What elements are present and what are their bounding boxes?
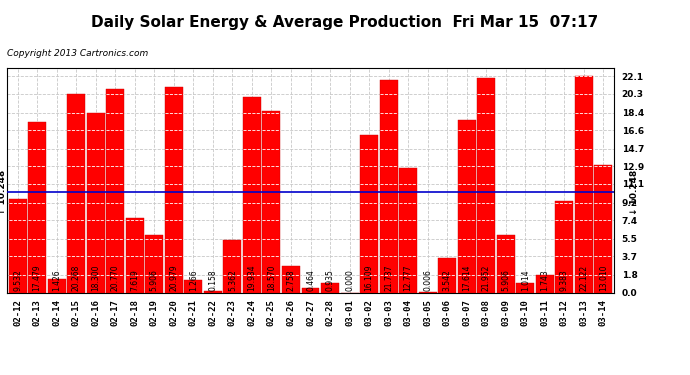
Bar — [457, 120, 475, 292]
Text: 21.737: 21.737 — [384, 265, 393, 291]
Bar — [438, 258, 456, 292]
Text: 5.362: 5.362 — [228, 270, 237, 291]
Text: Copyright 2013 Cartronics.com: Copyright 2013 Cartronics.com — [7, 49, 148, 58]
Bar — [146, 235, 164, 292]
Bar — [321, 284, 339, 292]
Text: 1.426: 1.426 — [52, 270, 61, 291]
Text: 5.906: 5.906 — [501, 270, 510, 291]
Bar — [48, 279, 66, 292]
Bar — [575, 76, 593, 292]
Bar — [106, 89, 124, 292]
Text: 22.122: 22.122 — [580, 265, 589, 291]
Bar — [126, 218, 144, 292]
Text: 20.979: 20.979 — [169, 265, 178, 291]
Text: Daily Solar Energy & Average Production  Fri Mar 15  07:17: Daily Solar Energy & Average Production … — [91, 15, 599, 30]
Bar — [204, 291, 222, 292]
Text: 21.952: 21.952 — [482, 265, 491, 291]
Bar — [262, 111, 280, 292]
Text: 0.935: 0.935 — [326, 270, 335, 291]
Bar — [536, 276, 554, 292]
Text: 2.758: 2.758 — [286, 270, 295, 291]
Text: 3.542: 3.542 — [443, 270, 452, 291]
Bar — [28, 122, 46, 292]
Text: 5.906: 5.906 — [150, 270, 159, 291]
Bar — [399, 168, 417, 292]
Bar — [477, 78, 495, 292]
Bar — [594, 165, 612, 292]
Text: 18.300: 18.300 — [91, 265, 100, 291]
Text: 9.383: 9.383 — [560, 270, 569, 291]
Text: 18.570: 18.570 — [267, 265, 276, 291]
Bar — [184, 280, 202, 292]
Bar — [87, 114, 105, 292]
Text: 0.000: 0.000 — [345, 270, 354, 291]
Text: 20.770: 20.770 — [111, 265, 120, 291]
Bar — [380, 80, 397, 292]
Text: 7.619: 7.619 — [130, 270, 139, 291]
Text: 0.006: 0.006 — [423, 270, 432, 291]
Bar — [9, 199, 27, 292]
Bar — [282, 266, 300, 292]
Text: 1.743: 1.743 — [540, 270, 549, 291]
Text: 17.479: 17.479 — [32, 265, 41, 291]
Bar — [243, 98, 261, 292]
Bar — [302, 288, 319, 292]
Bar — [497, 235, 515, 292]
Bar — [224, 240, 241, 292]
Bar — [555, 201, 573, 292]
Text: ↓ 10.248: ↓ 10.248 — [630, 170, 639, 215]
Bar — [360, 135, 378, 292]
Bar — [165, 87, 183, 292]
Text: 9.532: 9.532 — [13, 270, 22, 291]
Text: 1.014: 1.014 — [521, 270, 530, 291]
Bar — [67, 94, 85, 292]
Text: 19.934: 19.934 — [248, 265, 257, 291]
Bar — [516, 283, 534, 292]
Text: 17.614: 17.614 — [462, 265, 471, 291]
Text: 20.268: 20.268 — [72, 265, 81, 291]
Text: ↑ 10.248: ↑ 10.248 — [0, 170, 7, 215]
Text: 16.109: 16.109 — [364, 265, 373, 291]
Text: 13.010: 13.010 — [599, 265, 608, 291]
Text: 0.158: 0.158 — [208, 270, 217, 291]
Text: 0.464: 0.464 — [306, 270, 315, 291]
Text: 12.777: 12.777 — [404, 265, 413, 291]
Text: 1.266: 1.266 — [189, 270, 198, 291]
